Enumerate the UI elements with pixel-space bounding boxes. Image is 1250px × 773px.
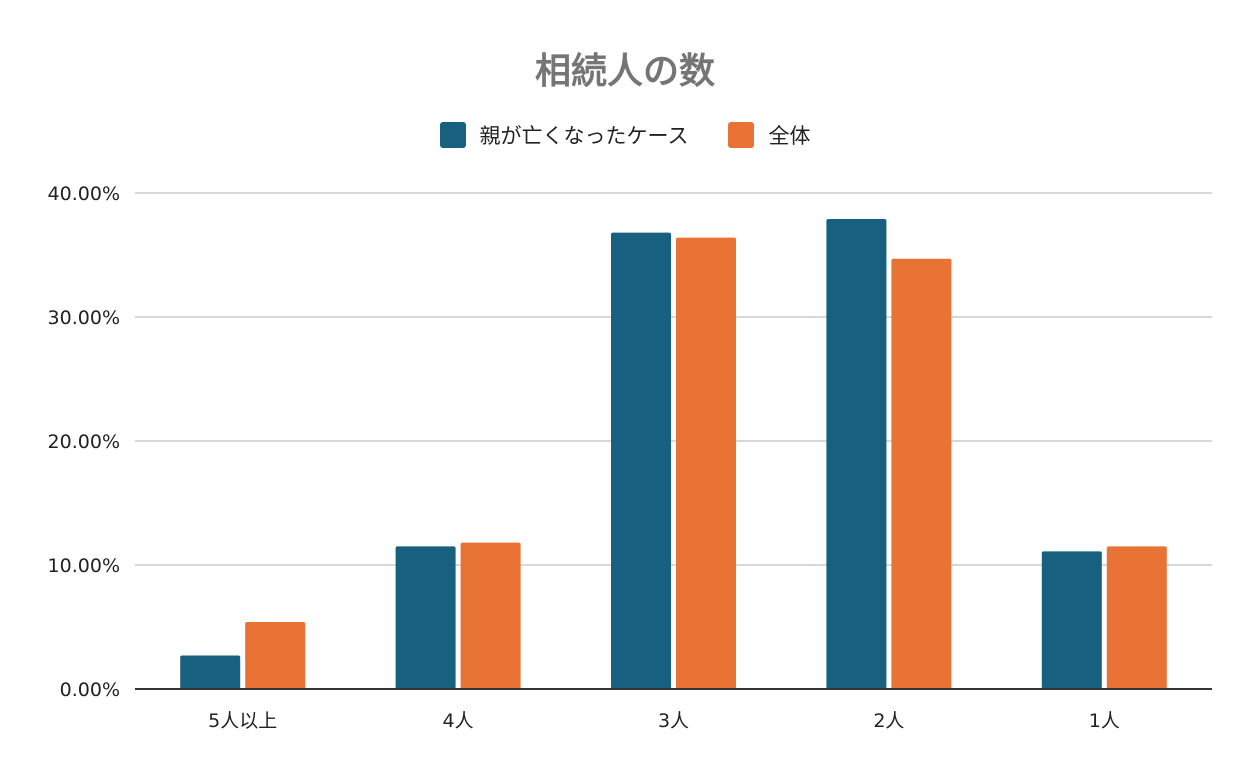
bar [245, 622, 306, 689]
bar [460, 542, 521, 689]
legend-label-series-2: 全体 [768, 124, 811, 148]
y-tick-label: 10.00% [48, 555, 120, 577]
x-tick-label: 5人以上 [208, 710, 277, 732]
legend-item-series-1: 親が亡くなったケース [439, 120, 689, 150]
y-tick-label: 30.00% [48, 307, 120, 329]
x-tick-label: 3人 [658, 710, 689, 732]
legend: 親が亡くなったケース 全体 [0, 120, 1250, 150]
bar [180, 655, 241, 689]
y-tick-label: 20.00% [48, 431, 120, 453]
legend-swatch-series-1 [439, 122, 466, 148]
bar [611, 232, 671, 689]
chart-title: 相続人の数 [534, 51, 715, 92]
legend-label-series-1: 親が亡くなったケース [479, 124, 689, 148]
x-tick-label: 1人 [1089, 710, 1120, 732]
bar [395, 546, 456, 689]
x-tick-label: 2人 [873, 710, 904, 732]
bar [1041, 551, 1102, 689]
x-tick-label: 4人 [443, 710, 474, 732]
y-tick-label: 0.00% [60, 679, 120, 701]
bar [891, 258, 952, 689]
bar [676, 237, 736, 689]
legend-item-series-2: 全体 [728, 120, 810, 150]
bar [826, 219, 887, 690]
y-tick-label: 40.00% [48, 183, 120, 205]
bar [1106, 546, 1167, 689]
legend-swatch-series-2 [728, 122, 755, 148]
